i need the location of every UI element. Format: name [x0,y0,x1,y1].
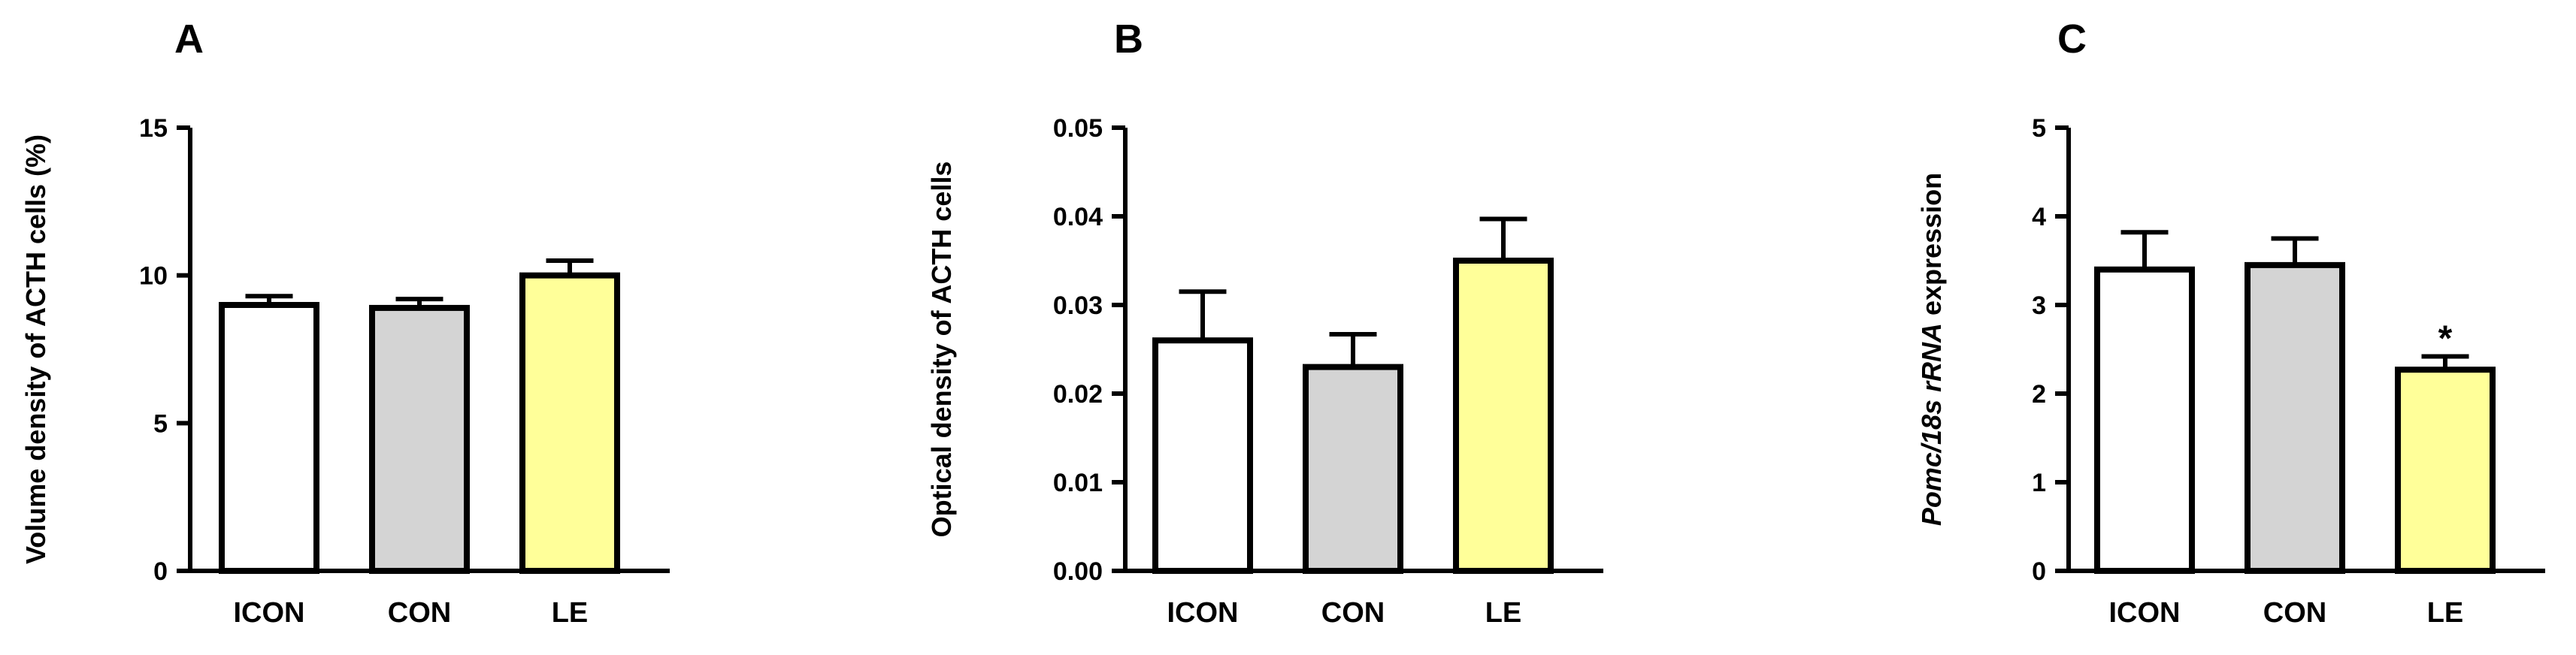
y-tick-label: 2 [2032,380,2046,409]
y-tick-label: 0.00 [1053,557,1103,586]
x-tick-label: LE [2427,597,2464,629]
y-tick-label: 5 [153,409,168,438]
panel-letter: C [2057,17,2087,62]
chart-panel-a: A Volume density of ACTH cells (%) ICON CON… [20,17,670,629]
y-tick-label: 0 [153,557,168,586]
bar-le [1453,258,1554,574]
bar-con [1303,364,1403,574]
y-tick-label: 0.01 [1053,469,1103,497]
panel-letter: B [1114,17,1143,62]
y-tick-label: 3 [2032,291,2046,320]
x-tick-label: ICON [1167,597,1239,629]
y-tick-label: 1 [2032,469,2046,497]
bar-le [2395,367,2496,574]
bar-icon [1152,337,1253,574]
x-tick-label: CON [388,597,451,629]
y-tick-label: 15 [139,114,168,143]
x-tick-label: LE [552,597,589,629]
x-tick-label: CON [2263,597,2326,629]
bar-icon [219,302,319,574]
y-tick-label: 0.05 [1053,114,1103,143]
bar-le [519,272,620,574]
y-tick-label: 10 [139,262,168,291]
x-tick-label: ICON [234,597,305,629]
y-tick-label: 0.02 [1053,380,1103,409]
chart-panel-b: B Optical density of ACTH cells ICON CON LE 0… [926,17,1603,629]
y-axis-label: Volume density of ACTH cells (%) [20,134,51,564]
x-tick-label: LE [1485,597,1522,629]
y-tick-label: 0.04 [1053,203,1103,231]
y-tick-label: 4 [2032,203,2046,231]
y-tick-label: 0.03 [1053,291,1103,320]
y-axis-label: Optical density of ACTH cells [926,161,957,538]
bar-con [2245,261,2345,574]
y-tick-label: 0 [2032,557,2046,586]
panel-letter: A [174,17,204,62]
chart-panel-c: C Pomc/18s rRNA expression ICON CON * LE 0 1 2 3 4… [1916,17,2545,629]
y-tick-label: 5 [2032,114,2046,143]
bar-icon [2094,266,2195,574]
x-tick-label: CON [1321,597,1385,629]
bar-con [369,304,470,574]
x-tick-label: ICON [2109,597,2181,629]
significance-marker: * [2438,318,2453,358]
y-axis-label: Pomc/18s rRNA expression [1916,173,1947,526]
